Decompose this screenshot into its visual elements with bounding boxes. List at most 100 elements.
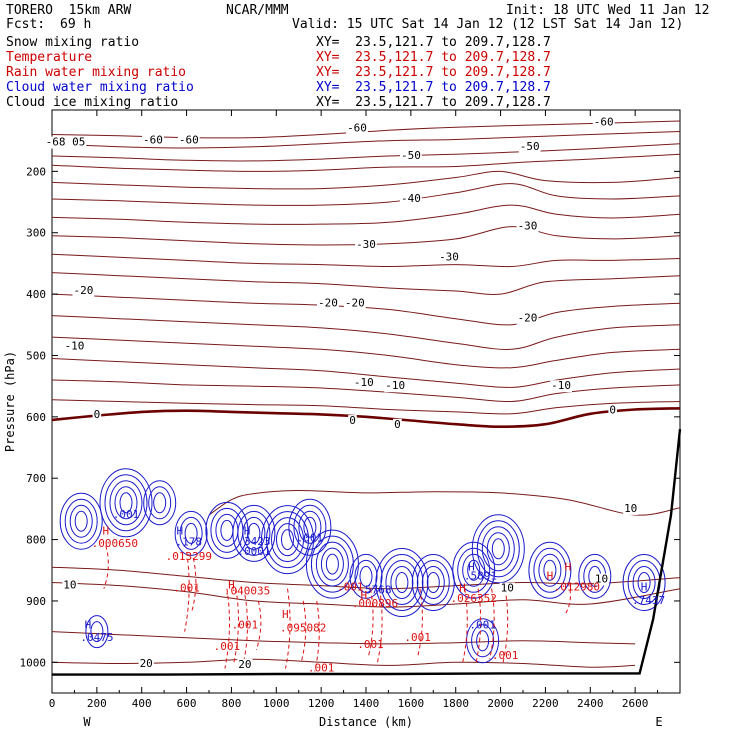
- cloud-water-contour: [411, 554, 455, 611]
- rain-max-marker: H: [102, 525, 109, 538]
- cloud-water-contour: [476, 520, 520, 578]
- cloud-water-contour: [349, 553, 383, 599]
- x-axis-tick-label: 1200: [308, 697, 335, 710]
- cloud-water-contour: [148, 486, 172, 520]
- temperature-label-bg: [592, 116, 615, 129]
- rain-label: .001: [173, 582, 200, 595]
- rain-max-marker: H: [228, 579, 235, 592]
- cloud-max-marker: H: [244, 525, 251, 538]
- temperature-label-bg: [177, 134, 200, 147]
- temperature-contour-line: [51, 143, 681, 162]
- temperature-label-bg: [63, 340, 86, 353]
- contour-labels: -60 -60-60 -60-68 05-50-50-40-30-30-30-20-…: [44, 115, 665, 675]
- temperature-contour-line: [51, 226, 681, 246]
- temperature-label-bg: [384, 380, 407, 393]
- x-axis-title: Distance (km): [319, 715, 413, 729]
- x-axis-tick-label: 1000: [263, 697, 290, 710]
- rain-contour: [184, 551, 190, 632]
- cloud-water-contour: [153, 492, 167, 514]
- temperature-label: 20: [238, 658, 251, 671]
- temperature-label: -60: [347, 121, 367, 134]
- temperature-contour-line: [51, 272, 681, 295]
- temperature-contour-line: [51, 153, 681, 172]
- temperature-contour-line: [51, 204, 681, 225]
- temperature-contour-line: [51, 358, 681, 388]
- cloud-water-contour: [293, 504, 327, 550]
- temperature-label: -20: [318, 296, 338, 309]
- rain-contour: [475, 588, 482, 663]
- temperature-label: 20: [140, 657, 153, 670]
- temperature-label: -50: [401, 149, 421, 162]
- temperature-label-bg: [400, 150, 422, 162]
- temperature-label: -60: [594, 115, 614, 128]
- rain-contour: [489, 588, 495, 660]
- cloud-max-marker: H: [176, 525, 183, 538]
- cloud-water-contour: [303, 516, 317, 538]
- cloud-water-contour: [380, 554, 424, 611]
- temperature-label-bg: [550, 380, 572, 393]
- cloud-water-contour: [64, 498, 98, 544]
- cloud-water-contour: [471, 514, 525, 584]
- center-label: NCAR/MMM: [226, 3, 289, 18]
- cloud-water-contour: [69, 504, 93, 538]
- cloud-water-contour: [375, 548, 429, 617]
- temperature-contour-line: [51, 253, 681, 268]
- rain-label: .001: [232, 619, 259, 632]
- rain-label: .000650: [92, 537, 138, 550]
- cloud-water-contour: [320, 547, 344, 581]
- cloud-water-contour: [85, 615, 109, 649]
- y-axis-tick-label: 900: [26, 595, 46, 608]
- field-xy-snow: XY= 23.5,121.7 to 209.7,128.7: [316, 35, 551, 50]
- cloud-water-label: .5768: [358, 584, 391, 597]
- cloud-water-contour: [104, 474, 148, 532]
- field-label-cloud-water: Cloud water mixing ratio: [6, 80, 194, 95]
- temperature-label: 10: [624, 502, 637, 515]
- cloud-water-contour: [528, 541, 572, 599]
- model-title: TORERO 15km ARW: [6, 3, 132, 18]
- temperature-label: -68 05: [46, 136, 86, 149]
- rain-label: .040035: [224, 585, 270, 598]
- temperature-label-bg: [142, 134, 164, 147]
- y-axis-tick-label: 700: [26, 472, 46, 485]
- cloud-water-contour: [533, 547, 567, 593]
- temperature-label-bg: [237, 658, 253, 671]
- temperature-label: -50: [520, 140, 540, 153]
- cloud-water-contour: [457, 547, 491, 593]
- cloud-water-contour: [215, 513, 239, 547]
- valid-time: Valid: 15 UTC Sat 14 Jan 12 (12 LST Sat …: [292, 17, 684, 32]
- x-axis-tick-label: 400: [132, 697, 152, 710]
- field-xy-rain: XY= 23.5,121.7 to 209.7,128.7: [316, 65, 551, 80]
- temperature-label: 10: [63, 579, 76, 592]
- field-xy-cloud-water: XY= 23.5,121.7 to 209.7,128.7: [316, 80, 551, 95]
- y-axis-tick-label: 200: [26, 165, 46, 178]
- forecast-label: Fcst:: [6, 17, 46, 32]
- rain-contour: [103, 545, 109, 589]
- temperature-contour-line: [51, 631, 636, 645]
- rain-label: .095082: [280, 622, 326, 635]
- cloud-water-label: .7437: [632, 594, 665, 607]
- temperature-label: -10: [551, 379, 571, 392]
- x-axis-west-label: W: [83, 715, 91, 729]
- cloud-max-marker: H: [641, 581, 648, 594]
- rain-label: .026352: [451, 592, 497, 605]
- rain-contour: [255, 600, 262, 651]
- field-label-rain: Rain water mixing ratio: [6, 65, 187, 80]
- cloud-water-contour: [416, 560, 450, 605]
- temperature-label: -20: [73, 284, 93, 297]
- terrain-surface: [52, 428, 682, 676]
- temperature-label-bg: [623, 502, 639, 515]
- cloud-water-contour: [354, 559, 378, 593]
- temperature-contours: [51, 120, 681, 668]
- rain-contour: [224, 588, 230, 669]
- temperature-contour-line: [51, 131, 681, 149]
- rain-contour: [314, 600, 320, 672]
- temperature-contour-line: [208, 489, 681, 516]
- rain-contour: [285, 588, 291, 669]
- cloud-water-contour: [276, 523, 299, 557]
- temperature-label-bg: [608, 404, 617, 417]
- cloud-max-marker: H: [85, 619, 92, 632]
- temperature-label: 0: [609, 404, 616, 417]
- temperature-label: -30: [518, 220, 538, 233]
- cloud-water-contour: [538, 553, 562, 587]
